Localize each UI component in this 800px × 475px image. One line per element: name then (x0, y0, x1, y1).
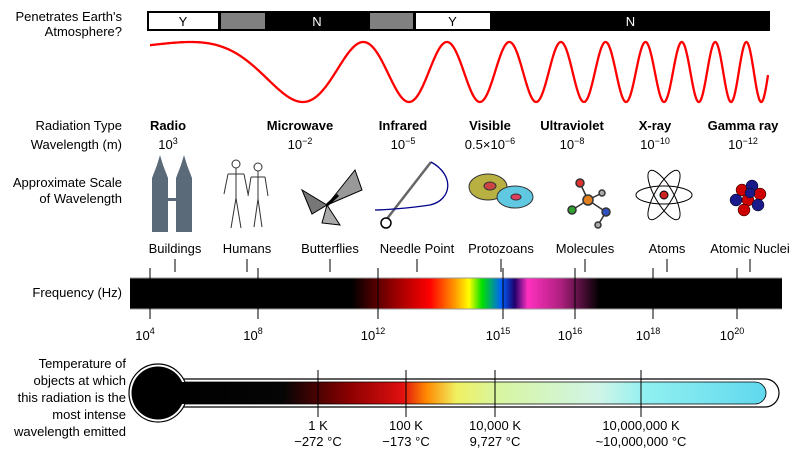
radiation-type-visible: Visible 0.5×10−6 (465, 118, 515, 152)
scale-label-item: Atomic Nuclei (710, 241, 790, 256)
temperature-label: this radiation is the (18, 390, 126, 405)
temperature-kelvin: 100 K (389, 418, 423, 433)
wavelength-value: 10−5 (391, 136, 416, 152)
temperature-label: objects at which (34, 373, 127, 388)
atom-icon (635, 169, 693, 221)
radiation-type-ultraviolet: Ultraviolet 10−8 (540, 118, 604, 152)
temperature-celsius: 9,727 °C (470, 434, 521, 449)
frequency-tick-label: 1020 (720, 326, 744, 343)
humans-icon (223, 159, 269, 229)
radiation-type-radio: Radio 103 (150, 118, 186, 152)
nucleus-icon (729, 179, 767, 217)
buildings-icon (152, 155, 192, 232)
svg-text:Visible: Visible (469, 118, 511, 133)
atmosphere-segment-no: N (626, 14, 635, 29)
wavelength-value: 10−10 (640, 136, 670, 152)
svg-text:Ultraviolet: Ultraviolet (540, 118, 604, 133)
scale-label: Approximate Scale (13, 175, 122, 190)
svg-text:Microwave: Microwave (267, 118, 333, 133)
wavelength-value: 10−12 (728, 136, 758, 152)
temperature-label: Temperature of (39, 356, 127, 371)
scale-label-item: Molecules (556, 241, 615, 256)
svg-text:Radio: Radio (150, 118, 186, 133)
radiation-type-label: Radiation Type (36, 118, 123, 133)
svg-text:Y: Y (179, 14, 188, 29)
scale-label: of Wavelength (39, 191, 122, 206)
svg-text:N: N (312, 14, 321, 29)
temperature-celsius: −173 °C (382, 434, 429, 449)
radiation-type-microwave: Microwave 10−2 (267, 118, 333, 152)
needle-icon (374, 161, 449, 229)
scale-label-item: Buildings (149, 241, 202, 256)
frequency-tick-label: 104 (135, 326, 154, 343)
svg-text:N: N (626, 14, 635, 29)
radiation-type-x-ray: X-ray 10−10 (639, 118, 672, 152)
atmosphere-segment-partial (370, 13, 413, 29)
radiation-type-infrared: Infrared 10−5 (379, 118, 427, 152)
frequency-tick-label: 1015 (486, 326, 510, 343)
wavelength-value: 0.5×10−6 (465, 136, 515, 152)
molecule-icon (567, 178, 611, 229)
atmosphere-segment-partial (221, 13, 265, 29)
thermometer-bulb (131, 366, 185, 420)
atmosphere-label: Penetrates Earth's (15, 9, 122, 24)
protozoa-icon (468, 173, 534, 209)
wavelength-value: 103 (158, 136, 177, 152)
wavelength-label: Wavelength (m) (31, 137, 122, 152)
wavelength-value: 10−2 (288, 136, 313, 152)
wave-line (150, 40, 770, 104)
temperature-label: wavelength emitted (13, 424, 126, 439)
frequency-label: Frequency (Hz) (32, 285, 122, 300)
atmosphere-segment-yes: Y (149, 13, 218, 29)
temperature-kelvin: 1 K (308, 418, 328, 433)
scale-label-item: Needle Point (380, 241, 455, 256)
thermometer-tube (169, 381, 767, 405)
temperature-label: most intense (52, 407, 126, 422)
frequency-tick-label: 1012 (361, 326, 385, 343)
scale-label-item: Atoms (649, 241, 686, 256)
radiation-type-gamma-ray: Gamma ray 10−12 (708, 118, 780, 152)
temperature-kelvin: 10,000,000 K (602, 418, 680, 433)
wavelength-value: 10−8 (560, 136, 585, 152)
frequency-tick-label: 1018 (636, 326, 660, 343)
temperature-kelvin: 10,000 K (469, 418, 521, 433)
atmosphere-segment-no: N (312, 14, 321, 29)
svg-text:X-ray: X-ray (639, 118, 672, 133)
scale-label-item: Butterflies (301, 241, 359, 256)
scale-label-item: Protozoans (468, 241, 534, 256)
temperature-celsius: −272 °C (294, 434, 341, 449)
temperature-celsius: ~10,000,000 °C (596, 434, 687, 449)
frequency-tick-label: 108 (243, 326, 262, 343)
atmosphere-label: Atmosphere? (45, 24, 122, 39)
frequency-tick-label: 1016 (558, 326, 582, 343)
svg-text:Gamma ray: Gamma ray (708, 118, 780, 133)
scale-label-item: Humans (223, 241, 272, 256)
svg-text:Infrared: Infrared (379, 118, 427, 133)
frequency-bar (130, 278, 782, 309)
butterfly-icon (300, 168, 363, 226)
svg-text:Y: Y (448, 14, 457, 29)
atmosphere-segment-yes: Y (416, 13, 490, 29)
